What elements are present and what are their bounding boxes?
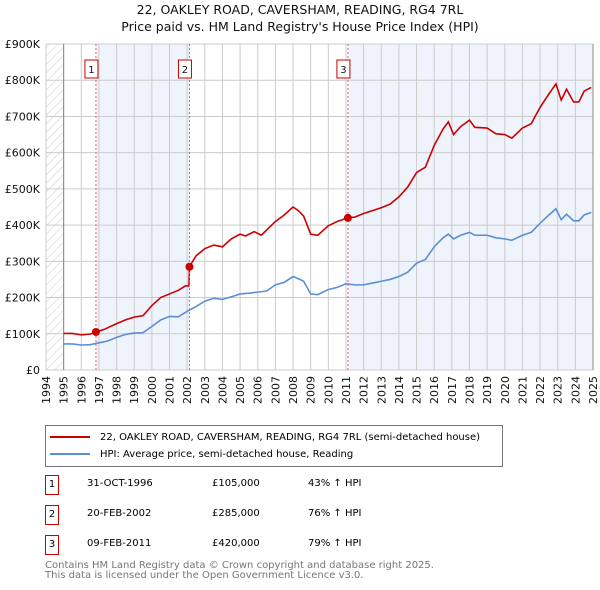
- x-tick-label: 2021: [516, 376, 529, 404]
- sale-point: [343, 213, 352, 222]
- sale-point: [91, 327, 100, 336]
- sale-hpi-delta: 79% ↑ HPI: [308, 538, 362, 549]
- footer: Contains HM Land Registry data © Crown c…: [45, 561, 434, 581]
- x-tick-label: 2011: [340, 376, 353, 404]
- sale-marker-badge: 2: [45, 505, 59, 525]
- legend-item-property: 22, OAKLEY ROAD, CAVERSHAM, READING, RG4…: [46, 429, 480, 445]
- x-tick-label: 2002: [181, 376, 194, 404]
- sale-label: 1: [88, 65, 94, 76]
- x-tick-label: 1997: [93, 376, 106, 404]
- x-tick-label: 1996: [75, 376, 88, 404]
- ownership-shade: [95, 44, 190, 370]
- sale-date: 09-FEB-2011: [87, 538, 152, 549]
- x-tick-label: 2008: [287, 376, 300, 404]
- legend-swatch: [50, 453, 90, 455]
- x-tick-label: 2004: [216, 376, 229, 404]
- sale-price: £105,000: [212, 478, 260, 489]
- y-tick-label: £100K: [5, 328, 41, 341]
- x-tick-label: 2013: [375, 376, 388, 404]
- x-tick-label: 1994: [40, 376, 53, 404]
- sale-label: 3: [340, 65, 346, 76]
- legend-swatch: [50, 436, 90, 438]
- sale-row: 2 20-FEB-2002 £285,000 76% ↑ HPI: [45, 505, 545, 527]
- x-tick-label: 2005: [234, 376, 247, 404]
- legend-label: 22, OAKLEY ROAD, CAVERSHAM, READING, RG4…: [100, 431, 481, 443]
- x-tick-label: 1995: [58, 376, 71, 404]
- legend: 22, OAKLEY ROAD, CAVERSHAM, READING, RG4…: [45, 425, 503, 467]
- y-tick-label: £400K: [5, 219, 41, 232]
- footer-line: This data is licensed under the Open Gov…: [45, 570, 364, 581]
- sale-hpi-delta: 43% ↑ HPI: [308, 478, 362, 489]
- property-price-line: [63, 82, 592, 336]
- y-tick-label: £700K: [5, 110, 41, 123]
- chart-title: 22, OAKLEY ROAD, CAVERSHAM, READING, RG4…: [136, 2, 464, 17]
- hpi-line: [63, 207, 592, 346]
- sale-marker-badge: 1: [45, 475, 59, 495]
- x-tick-label: 2015: [411, 376, 424, 404]
- price-chart: £0 £100K £200K £300K £400K £500K £600K £700K £80…: [5, 38, 600, 404]
- y-tick-label: £200K: [5, 292, 41, 305]
- x-tick-label: 2023: [552, 376, 565, 404]
- x-tick-label: 2003: [199, 376, 212, 404]
- x-tick-label: 1998: [111, 376, 124, 404]
- sale-price: £420,000: [212, 538, 260, 549]
- x-tick-label: 2020: [499, 376, 512, 404]
- x-tick-label: 2007: [269, 376, 282, 404]
- x-tick-label: 2017: [446, 376, 459, 404]
- sale-label-box: [84, 59, 99, 79]
- x-tick-label: 2022: [534, 376, 547, 404]
- no-data-hatch: [46, 44, 64, 370]
- x-tick-label: 2001: [164, 376, 177, 404]
- sale-marker-badge: 3: [45, 535, 59, 555]
- x-tick-label: 2014: [393, 376, 406, 404]
- chart-subtitle: Price paid vs. HM Land Registry's House …: [121, 19, 479, 34]
- x-tick-label: 2016: [428, 376, 441, 404]
- y-tick-label: £900K: [5, 38, 41, 51]
- x-tick-label: 2018: [463, 376, 476, 404]
- sale-label: 2: [182, 65, 188, 76]
- y-tick-label: £500K: [5, 183, 41, 196]
- sale-date: 20-FEB-2002: [87, 508, 152, 519]
- x-tick-label: 2009: [305, 376, 318, 404]
- x-tick-label: 2010: [322, 376, 335, 404]
- x-tick-label: 2012: [358, 376, 371, 404]
- x-tick-label: 2000: [146, 376, 159, 404]
- sale-label-box: [336, 59, 351, 79]
- sale-date: 31-OCT-1996: [87, 478, 153, 489]
- sale-label-box: [177, 59, 192, 79]
- x-tick-label: 2006: [252, 376, 265, 404]
- sale-point: [185, 262, 194, 271]
- sale-price: £285,000: [212, 508, 260, 519]
- y-tick-label: £600K: [5, 147, 41, 160]
- footer-line: Contains HM Land Registry data © Crown c…: [45, 560, 434, 571]
- sale-row: 1 31-OCT-1996 £105,000 43% ↑ HPI: [45, 475, 545, 497]
- x-tick-label: 2019: [481, 376, 494, 404]
- x-tick-label: 2025: [587, 376, 600, 404]
- x-tick-label: 2024: [569, 376, 582, 404]
- y-tick-label: £300K: [5, 255, 41, 268]
- ownership-shade: [347, 44, 593, 370]
- y-tick-label: £800K: [5, 74, 41, 87]
- legend-label: HPI: Average price, semi-detached house,…: [100, 448, 354, 460]
- legend-item-hpi: HPI: Average price, semi-detached house,…: [46, 446, 353, 462]
- y-tick-label: £0: [26, 364, 40, 377]
- sale-row: 3 09-FEB-2011 £420,000 79% ↑ HPI: [45, 535, 545, 557]
- sale-hpi-delta: 76% ↑ HPI: [308, 508, 362, 519]
- x-tick-label: 1999: [128, 376, 141, 404]
